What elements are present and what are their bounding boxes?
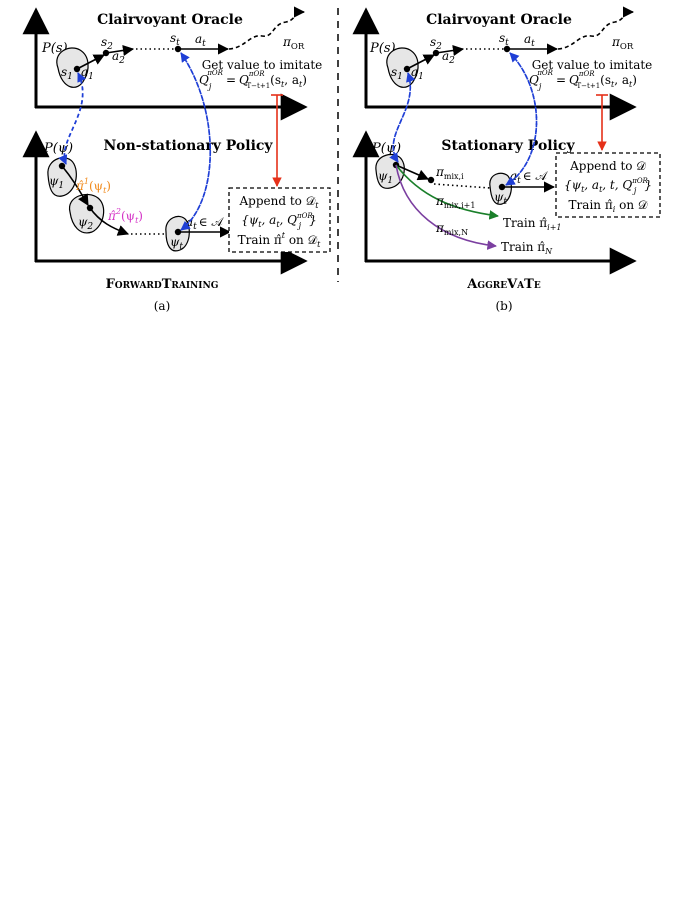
box-line-1: Append to 𝒟t xyxy=(238,194,319,210)
purple-arrow-train-n xyxy=(395,164,497,250)
green-arrow-train-i1 xyxy=(395,164,499,220)
oracle-title: Clairvoyant Oracle xyxy=(97,12,243,28)
label-train-i1: Train π̂i+1 xyxy=(503,216,562,232)
label-psi1: ψ1 xyxy=(49,174,64,191)
policy-title: Non-stationary Policy xyxy=(103,138,273,154)
q-equation-b: QjπOR = QπOR T−t+1(st, at) xyxy=(529,69,637,91)
get-value-text: Get value to imitate xyxy=(202,58,323,72)
label-psi1-b: ψ1 xyxy=(378,169,393,186)
label-psit-b: ψt xyxy=(494,190,507,207)
oracle-arrow-1-b xyxy=(406,54,435,70)
label-pi2: π̂2(ψt) xyxy=(107,207,143,225)
policy-dots-b xyxy=(433,183,491,189)
label-psi2: ψ2 xyxy=(78,215,93,232)
label-pi-mix-i1: πmix,i+1 xyxy=(435,194,475,210)
blue-link-st-psit-b-up xyxy=(505,52,538,186)
oracle-title-b: Clairvoyant Oracle xyxy=(426,12,572,28)
label-s2-b: s2 xyxy=(430,35,442,52)
label-pi-or-b: πOR xyxy=(611,35,634,52)
policy-axis-label-b: P(ψ) xyxy=(371,141,401,156)
panel-a: Clairvoyant Oracle P(s) s1 a1 s2 a2 st a… xyxy=(22,6,331,313)
label-pi-mix-i: πmix,i xyxy=(435,165,464,181)
label-pi-or: πOR xyxy=(282,35,305,52)
caption-name-b: AggreVaTe xyxy=(466,277,541,292)
label-at-b: at xyxy=(524,32,535,49)
label-s2: s2 xyxy=(101,35,113,52)
q-equation: QjπOR = QπOR T−t+1(st, at) xyxy=(199,69,307,91)
label-a1-b: a1 xyxy=(411,65,424,82)
box-line-3: Train π̂t on 𝒟t xyxy=(238,231,322,249)
caption-label-a: (a) xyxy=(154,299,171,313)
policy-arrow-1 xyxy=(61,165,89,206)
label-train-n: Train π̂N xyxy=(501,240,553,256)
label-at: at xyxy=(195,32,206,49)
blue-link-s1-psi1-b-down xyxy=(389,72,411,163)
box-line-1-b: Append to 𝒟 xyxy=(569,159,646,173)
box-line-2-b: {ψt, at, t, QπOR j} xyxy=(564,177,652,195)
label-s1-b: s1 xyxy=(391,65,403,82)
oracle-rollout xyxy=(228,6,306,50)
label-a1: a1 xyxy=(81,65,94,82)
append-box xyxy=(228,187,331,253)
oracle-rollout-b xyxy=(557,6,635,50)
policy-arrow-mix-i xyxy=(395,164,430,181)
panel-b: Clairvoyant Oracle P(s) s1 a1 s2 a2 st a… xyxy=(352,6,661,313)
box-line-3-b: Train π̂i on 𝒟 xyxy=(569,198,648,214)
label-a2: a2 xyxy=(112,49,125,66)
label-psit: ψt xyxy=(170,235,183,252)
label-s1: s1 xyxy=(61,65,73,82)
blue-link-st-psit-up xyxy=(180,52,211,231)
label-st-b: st xyxy=(499,31,509,48)
caption-label-b: (b) xyxy=(495,299,512,313)
blue-link-s1-psi1-down xyxy=(58,72,84,165)
policy-arrow-2 xyxy=(89,207,130,236)
oracle-arrow-2-b xyxy=(435,44,465,57)
box-line-2: {ψt, at, QπOR j} xyxy=(241,212,317,230)
label-pi-mix-n: πmix,N xyxy=(435,221,468,237)
policy-axis-label: P(ψ) xyxy=(43,141,73,156)
get-value-text-b: Get value to imitate xyxy=(532,58,653,72)
caption-name-a: ForwardTraining xyxy=(106,277,219,292)
oracle-axis-label-b: P(s) xyxy=(369,41,396,56)
label-at-in-a-b: at ∈ 𝒜 xyxy=(510,169,548,186)
append-box-b xyxy=(555,152,661,218)
state-dot-mix-i xyxy=(427,176,435,184)
label-pi1: π̂1(ψt) xyxy=(75,177,111,195)
oracle-arrow-2 xyxy=(105,44,135,57)
label-a2-b: a2 xyxy=(442,49,455,66)
label-at-in-a: at ∈ 𝒜 xyxy=(186,215,224,232)
policy-title-b: Stationary Policy xyxy=(441,138,575,154)
oracle-arrow-1 xyxy=(76,54,105,70)
label-st: st xyxy=(170,31,180,48)
